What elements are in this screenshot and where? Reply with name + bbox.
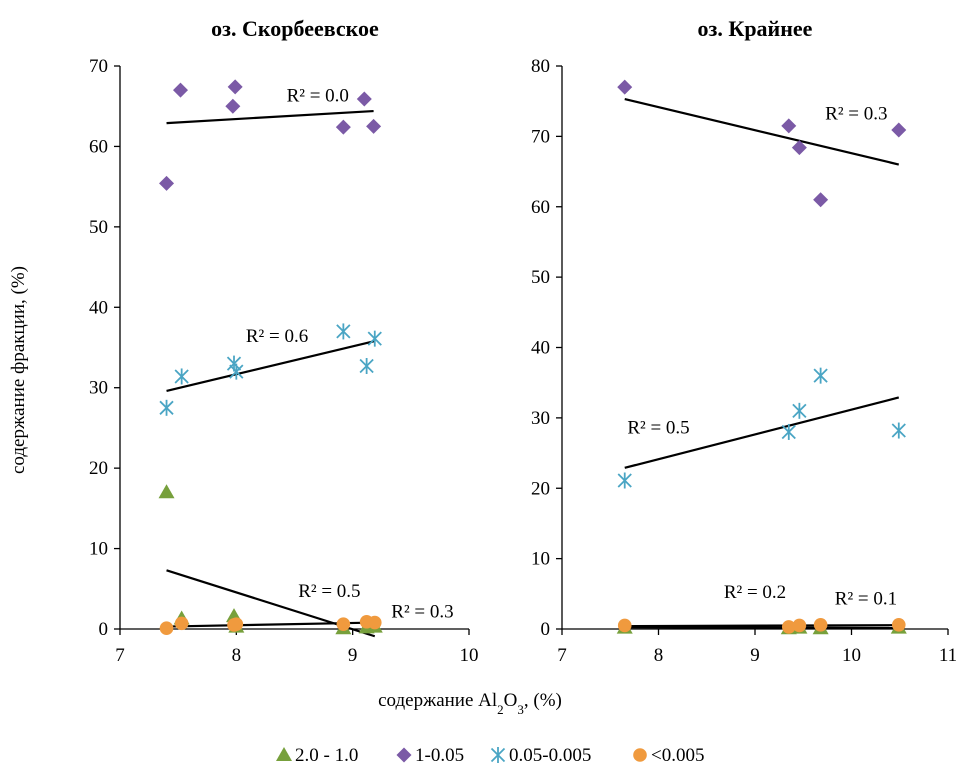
data-point-asterisk: [891, 422, 906, 439]
data-point-diamond: [891, 122, 907, 138]
data-point-circle: [174, 616, 189, 631]
y-tick-label: 0: [99, 619, 109, 640]
y-tick-label: 70: [89, 56, 108, 77]
data-point-diamond: [813, 192, 829, 208]
data-point-circle: [229, 617, 244, 631]
data-point-diamond: [227, 79, 243, 95]
data-point-circle: [792, 618, 807, 633]
y-tick-label: 30: [89, 378, 108, 399]
data-point-circle: [336, 617, 351, 631]
y-tick-label: 80: [531, 56, 550, 77]
data-point-diamond: [791, 140, 807, 156]
data-point-asterisk: [617, 472, 632, 489]
data-point-circle: [159, 621, 174, 635]
y-tick-label: 0: [541, 619, 551, 640]
y-tick-label: 50: [531, 267, 550, 288]
x-axis-label: содержание Al2O3, (%): [378, 690, 562, 717]
x-tick-label: 8: [654, 645, 664, 666]
data-point-asterisk: [229, 363, 244, 380]
data-point-circle: [891, 617, 906, 632]
data-point-triangle: [158, 484, 175, 499]
x-tick-label: 9: [348, 645, 358, 666]
legend-item: 1-0.05: [396, 745, 464, 766]
legend-label: <0.005: [651, 745, 704, 766]
r-squared-label: R² = 0.0: [287, 85, 349, 106]
legend-marker-triangle: [276, 747, 292, 761]
data-point-diamond: [781, 118, 797, 134]
y-tick-label: 40: [531, 338, 550, 359]
data-point-diamond: [335, 119, 351, 135]
data-point-diamond: [159, 175, 175, 191]
r-squared-label: R² = 0.2: [724, 582, 786, 603]
chart-title: оз. Скорбеевское: [211, 16, 379, 41]
y-tick-label: 20: [531, 478, 550, 499]
r-squared-label: R² = 0.3: [825, 103, 887, 124]
trend-line: [624, 624, 899, 628]
y-tick-label: 10: [89, 539, 108, 560]
data-point-circle: [617, 618, 632, 633]
x-tick-label: 8: [232, 645, 242, 666]
chart-panel-krainee: оз. Крайнее 0 10 20 30 40 50 60 70 80 7 8 9 10 11 R² = …: [531, 16, 957, 666]
data-point-asterisk: [159, 399, 174, 416]
chart-panel-skorbeevskoe: оз. Скорбеевское 0 10 20 30 40 50 60 70 7 8 9 10 R² =…: [89, 16, 479, 666]
y-tick-label: 60: [531, 197, 550, 218]
legend-label: 1-0.05: [415, 745, 464, 766]
x-tick-label: 7: [557, 645, 567, 666]
r-squared-label: R² = 0.5: [298, 581, 360, 602]
y-tick-label: 40: [89, 297, 108, 318]
legend-item: <0.005: [633, 745, 704, 766]
data-point-asterisk: [336, 323, 351, 340]
trend-line: [624, 626, 899, 630]
trend-line: [166, 109, 374, 125]
data-point-diamond: [356, 91, 372, 107]
data-point-asterisk: [781, 423, 796, 440]
r-squared-label: R² = 0.6: [246, 326, 308, 347]
data-point-asterisk: [174, 368, 189, 385]
r-squared-label: R² = 0.1: [835, 588, 897, 609]
r-squared-label: R² = 0.5: [627, 417, 689, 438]
legend-label: 2.0 - 1.0: [295, 745, 358, 766]
data-point-asterisk: [813, 367, 828, 384]
data-point-diamond: [617, 79, 633, 95]
data-point-diamond: [366, 118, 382, 134]
data-point-asterisk: [792, 402, 807, 419]
y-tick-label: 60: [89, 136, 108, 157]
y-tick-label: 30: [531, 408, 550, 429]
data-point-circle: [813, 617, 828, 632]
x-tick-label: 10: [842, 645, 861, 666]
legend-item: 0.05-0.005: [490, 745, 591, 766]
trend-line: [166, 339, 376, 393]
data-point-asterisk: [367, 330, 382, 347]
chart-title: оз. Крайнее: [698, 16, 813, 41]
x-tick-label: 7: [115, 645, 125, 666]
legend-marker-asterisk: [490, 747, 506, 763]
data-point-asterisk: [359, 357, 374, 374]
data-point-circle: [367, 615, 382, 630]
x-tick-label: 11: [939, 645, 957, 666]
y-tick-label: 10: [531, 549, 550, 570]
legend-item: 2.0 - 1.0: [276, 745, 358, 766]
legend-marker-circle: [633, 748, 647, 762]
data-point-diamond: [172, 82, 188, 98]
data-point-diamond: [225, 98, 241, 114]
y-tick-label: 20: [89, 458, 108, 479]
trend-line: [624, 98, 900, 166]
trend-line: [624, 396, 900, 469]
y-tick-label: 70: [531, 126, 550, 147]
r-squared-label: R² = 0.3: [391, 602, 453, 623]
x-tick-label: 10: [460, 645, 479, 666]
x-tick-label: 9: [750, 645, 760, 666]
y-axis-label: содержание фракции, (%): [8, 266, 29, 474]
data-point-circle: [781, 620, 796, 634]
legend-marker-diamond: [396, 747, 412, 763]
chart-legend: 2.0 - 1.0 1-0.05 0.05-0.005 <0.005: [276, 745, 704, 766]
y-tick-label: 50: [89, 217, 108, 238]
legend-label: 0.05-0.005: [509, 745, 591, 766]
